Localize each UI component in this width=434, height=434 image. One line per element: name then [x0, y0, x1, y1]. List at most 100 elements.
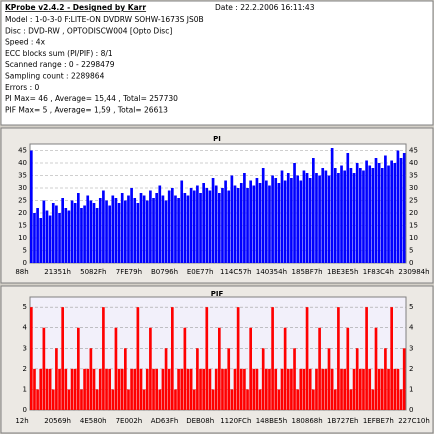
y-tick-label-right: 5: [409, 247, 413, 255]
bar: [371, 168, 375, 263]
y-tick-label: 10: [18, 234, 27, 242]
bar: [202, 368, 205, 410]
bar: [371, 389, 375, 410]
bar: [324, 170, 328, 263]
bar: [192, 190, 196, 263]
bar: [340, 165, 343, 263]
bar: [127, 389, 130, 410]
bar: [174, 389, 177, 410]
bar: [39, 218, 43, 263]
bar: [280, 170, 284, 263]
bar: [42, 327, 46, 410]
bar: [152, 368, 155, 410]
y-tick-label-right: 20: [409, 209, 418, 217]
y-tick-label: 25: [18, 197, 27, 205]
bar: [136, 203, 140, 263]
bar: [268, 368, 271, 410]
bar: [258, 389, 262, 410]
bar: [55, 205, 58, 263]
bar: [164, 200, 168, 263]
bar: [274, 368, 278, 410]
bar: [211, 178, 215, 263]
bar: [199, 368, 202, 410]
bar: [246, 389, 249, 410]
bar: [95, 389, 99, 410]
bar: [183, 327, 187, 410]
y-tick-label: 4: [23, 324, 28, 332]
bar: [108, 368, 111, 410]
bar: [77, 327, 80, 410]
bar: [180, 180, 184, 263]
x-tick-label: 227C10h: [398, 417, 430, 425]
bar: [51, 389, 55, 410]
y-tick-label-right: 0: [409, 406, 413, 414]
bar: [114, 327, 118, 410]
bar: [218, 327, 221, 410]
bar: [196, 348, 199, 410]
bar: [402, 153, 406, 263]
bar: [377, 163, 381, 263]
bar: [124, 200, 127, 263]
x-tick-label: 140354h: [256, 268, 287, 276]
bar: [283, 327, 287, 410]
bar: [286, 173, 290, 263]
bar: [33, 368, 36, 410]
bar: [61, 307, 64, 410]
bar: [186, 195, 190, 263]
bar: [343, 368, 346, 410]
info-panel: [0, 0, 434, 126]
x-tick-label: AD63Fh: [151, 417, 179, 425]
bar: [45, 210, 49, 263]
x-tick-label: B0796h: [151, 268, 178, 276]
bar: [299, 180, 303, 263]
x-tick-label: 1B727Eh: [327, 417, 358, 425]
bar: [243, 173, 246, 263]
bar: [352, 173, 356, 263]
bar: [142, 389, 146, 410]
bar: [380, 368, 384, 410]
bar: [133, 368, 137, 410]
bar: [321, 168, 325, 263]
info-line: Disc : DVD-RW , OPTODISCW004 [Opto Disc]: [5, 26, 172, 35]
info-line: Sampling count : 2289864: [5, 72, 105, 81]
bar: [214, 185, 218, 263]
y-tick-label-right: 1: [409, 385, 413, 393]
y-tick-label-right: 40: [409, 159, 418, 167]
bar: [51, 203, 55, 263]
y-tick-label: 30: [18, 184, 27, 192]
bar: [333, 168, 337, 263]
bar: [208, 368, 212, 410]
bar: [98, 198, 102, 263]
bar: [387, 165, 390, 263]
bar: [296, 389, 299, 410]
bar: [64, 208, 68, 263]
bar: [214, 368, 218, 410]
bar: [346, 327, 350, 410]
bar: [39, 368, 43, 410]
y-tick-label: 0: [23, 259, 27, 267]
bar: [221, 368, 224, 410]
bar: [380, 168, 384, 263]
bar: [330, 368, 334, 410]
y-tick-label-right: 4: [409, 324, 414, 332]
bar: [268, 185, 271, 263]
bar: [145, 200, 149, 263]
bar: [271, 175, 274, 263]
y-tick-label-right: 25: [409, 197, 418, 205]
bar: [61, 198, 64, 263]
bar: [136, 307, 140, 410]
bar: [164, 348, 168, 410]
y-tick-label-right: 30: [409, 184, 418, 192]
x-tick-label: 1BE3E5h: [327, 268, 358, 276]
info-line: PI Max= 46 , Average= 15,44 , Total= 257…: [5, 94, 178, 103]
x-tick-label: 7FE79h: [116, 268, 142, 276]
bar: [224, 368, 227, 410]
bar: [399, 158, 403, 263]
y-tick-label: 15: [18, 222, 27, 230]
bar: [390, 160, 393, 263]
bar: [139, 193, 143, 263]
bar: [211, 389, 215, 410]
bar: [117, 203, 121, 263]
bar: [105, 200, 108, 263]
bar: [48, 368, 52, 410]
